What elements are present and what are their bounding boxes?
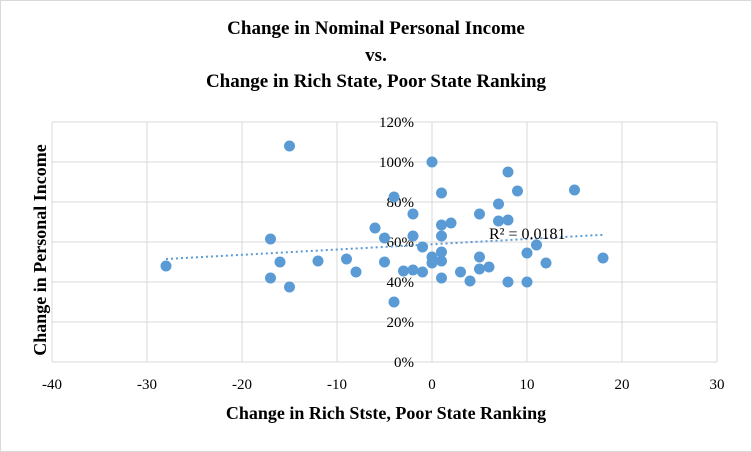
x-tick-label: 20 [615,377,630,393]
x-axis-title: Change in Rich Stste, Poor State Ranking [226,403,546,423]
data-point [265,233,276,245]
data-point [493,215,504,227]
data-point [531,239,542,251]
y-tick-label: 60% [387,235,415,251]
data-point [436,272,447,284]
data-point [369,222,381,234]
x-tick-label: -40 [42,377,62,393]
data-point [540,257,552,269]
data-point [417,241,428,253]
chart-title-line-2: vs. [365,45,387,66]
y-axis-title: Change in Personal Income [30,144,50,356]
data-point [407,230,419,242]
data-point [350,266,362,278]
data-point [379,232,390,244]
data-point [569,184,580,196]
y-tick-label: 40% [387,275,415,291]
data-point [502,214,514,226]
data-point [284,281,295,293]
x-tick-label: 10 [520,377,535,393]
data-point [436,187,447,199]
data-point [502,166,514,178]
data-point [521,276,533,288]
chart-title-line-1: Change in Nominal Personal Income [227,18,525,39]
r-squared-label: R² = 0.0181 [489,226,566,243]
data-point [502,276,514,288]
data-point [379,256,390,268]
data-point [464,275,476,287]
data-point [426,257,438,269]
x-tick-label: -10 [327,377,347,393]
data-point [388,296,400,308]
data-point [474,263,485,275]
data-point [398,265,409,277]
data-point [160,260,172,272]
data-point [274,256,286,268]
x-tick-label: -20 [232,377,252,393]
chart-title-line-3: Change in Rich State, Poor State Ranking [205,71,547,92]
data-point [445,217,457,229]
x-tick-label: 0 [428,377,436,393]
data-point [483,261,495,273]
data-point [474,208,485,220]
y-tick-label: 120% [379,115,414,131]
x-tick-label: -30 [137,377,157,393]
data-point [388,191,400,203]
data-point [436,219,447,231]
data-point [312,255,324,267]
data-point [597,252,609,264]
y-tick-label: 0% [394,355,414,371]
y-tick-label: 20% [387,315,415,331]
data-point [512,185,523,197]
data-point [426,156,438,168]
data-point [407,264,419,276]
data-point [474,251,485,263]
data-point [521,247,533,259]
data-point [436,255,447,267]
data-point [341,253,352,265]
data-point [436,230,447,242]
data-point [265,272,276,284]
data-point [407,208,419,220]
data-point [455,266,466,278]
y-tick-label: 100% [379,155,414,171]
data-point [417,266,428,278]
data-point [493,198,504,210]
data-point [436,246,447,258]
x-tick-label: 30 [710,377,725,393]
data-point [284,140,295,152]
